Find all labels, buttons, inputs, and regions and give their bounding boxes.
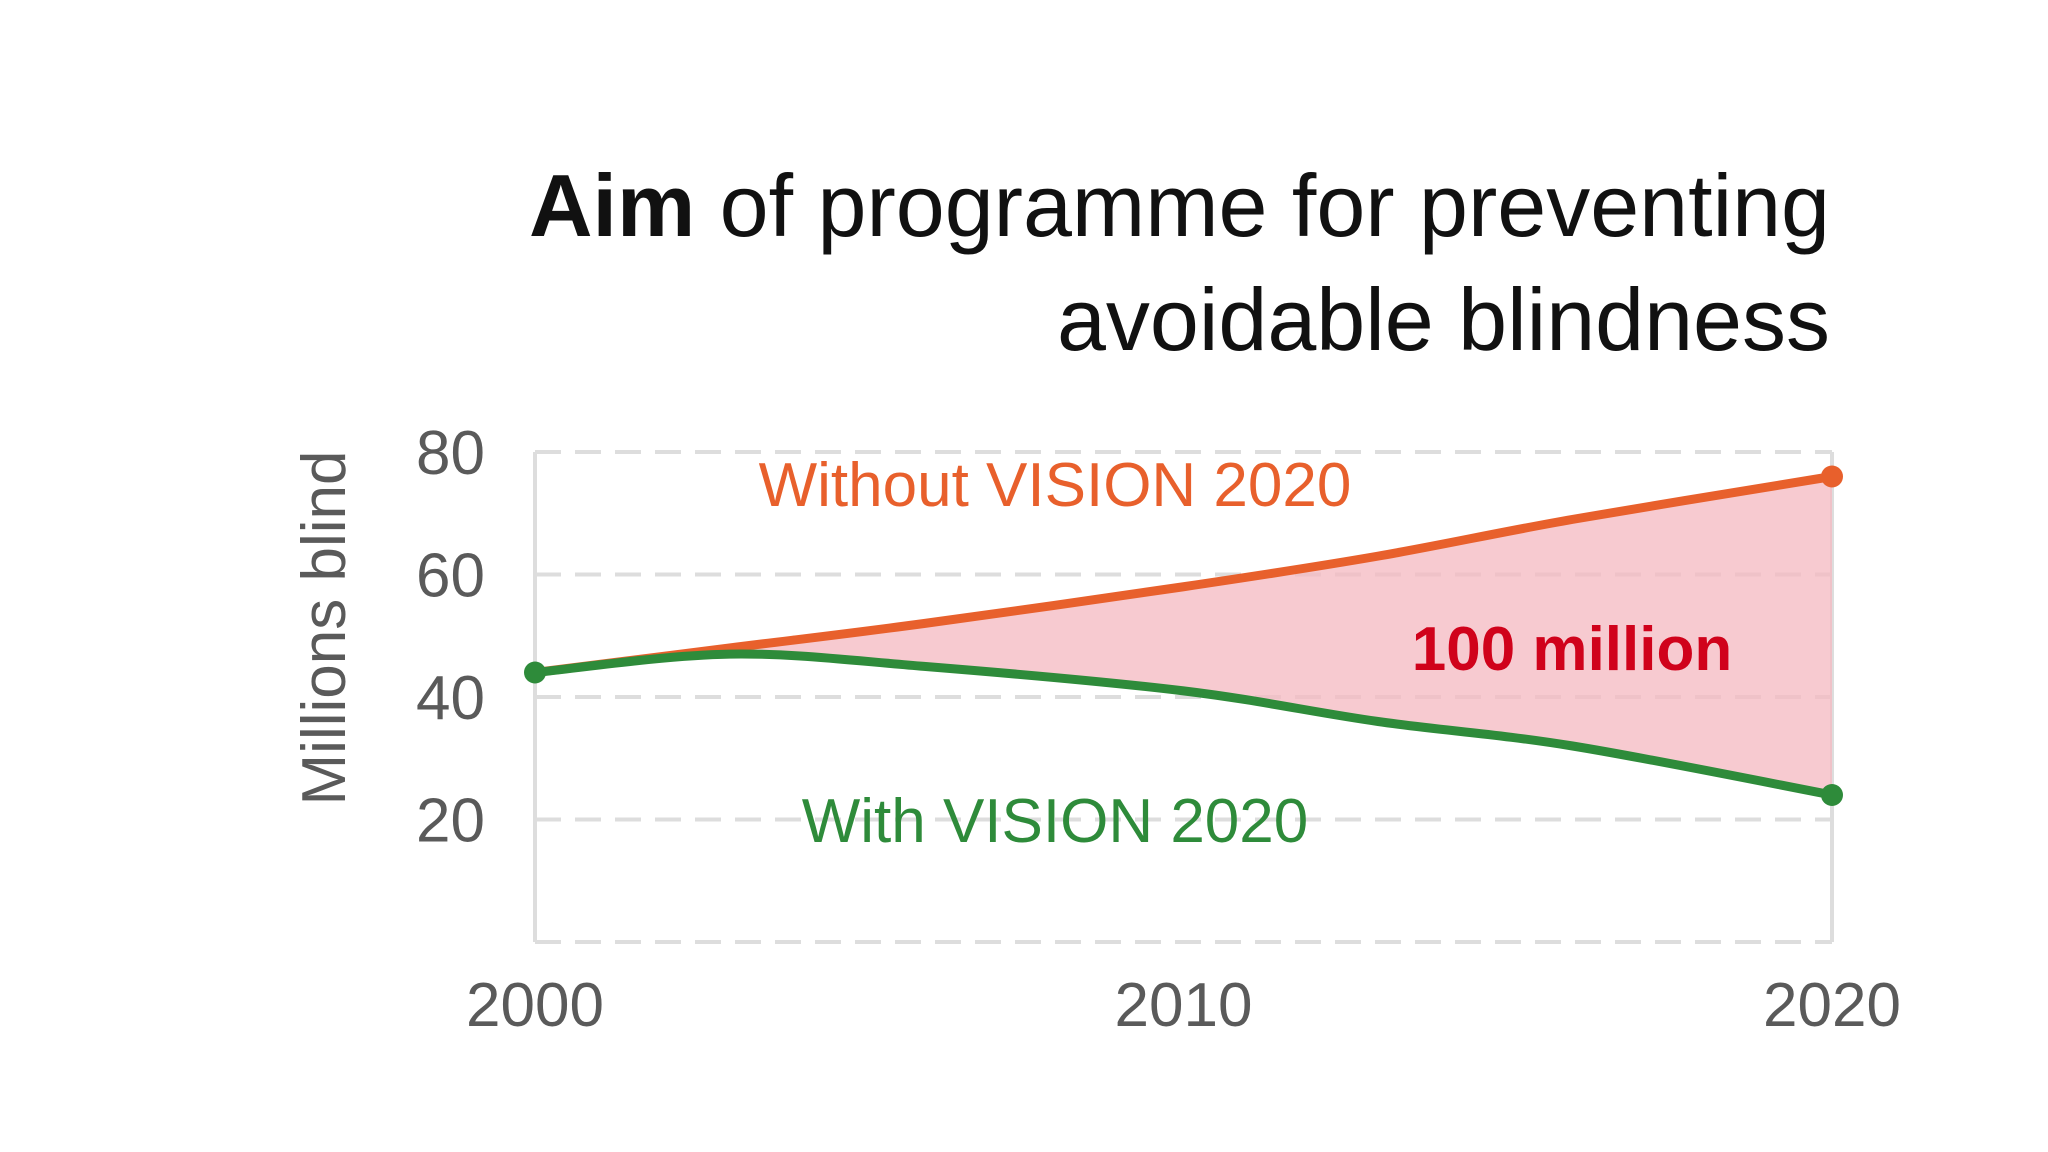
series-label-without: Without VISION 2020 — [759, 451, 1352, 520]
series-label-with: With VISION 2020 — [802, 787, 1309, 856]
chart-title-bold: Aim — [529, 156, 695, 255]
series-line-without — [530, 472, 1837, 677]
gap-area — [535, 476, 1832, 795]
series-layer — [524, 465, 1843, 806]
x-tick-label-2020: 2020 — [1763, 971, 1901, 1040]
grid-lines — [533, 450, 1834, 944]
x-tick-label-2000: 2000 — [466, 971, 604, 1040]
point-start — [524, 661, 546, 684]
chart-title-line1: Aim of programme for preventing — [529, 156, 1830, 255]
x-tick-label-2010: 2010 — [1115, 971, 1253, 1040]
chart-title-line2: avoidable blindness — [1057, 270, 1830, 369]
y-tick-label-20: 20 — [416, 787, 485, 856]
gap-annotation: 100 million — [1412, 615, 1732, 684]
y-tick-label-60: 60 — [416, 542, 485, 611]
y-tick-label-40: 40 — [416, 664, 485, 733]
gap-area-layer — [535, 476, 1832, 795]
point-with-end — [1821, 784, 1843, 806]
y-tick-label-80: 80 — [416, 419, 485, 488]
chart-title-rest: of programme for preventing — [695, 156, 1830, 255]
point-without-end — [1821, 465, 1843, 488]
tick-labels: 20 40 60 80 2000 2010 2020 — [416, 419, 1901, 1040]
y-axis-label: Millions blind — [290, 451, 359, 806]
series-line-with — [530, 649, 1837, 800]
